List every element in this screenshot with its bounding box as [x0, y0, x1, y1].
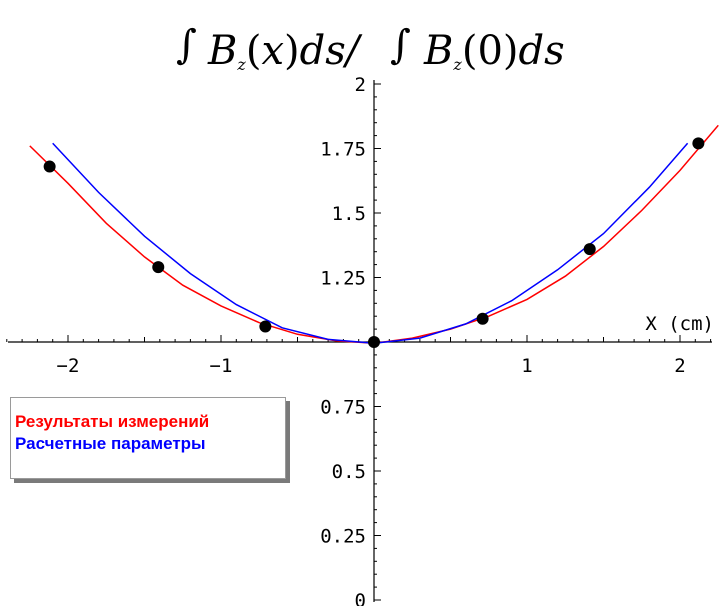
data-point: [692, 137, 705, 150]
legend-item-measured: Результаты измерений: [15, 412, 210, 431]
data-point: [368, 336, 380, 348]
series-line-2: [52, 142, 689, 345]
chart-title: ∫ Bz(x)ds/ ∫ Bz(0)ds: [176, 22, 565, 74]
y-tick-label: 0.5: [332, 461, 366, 483]
y-tick-label: 1.75: [320, 139, 366, 161]
y-tick-label: 0.75: [320, 397, 366, 419]
y-tick-label: 2: [355, 74, 366, 96]
data-point: [152, 261, 165, 274]
data-point: [259, 320, 272, 333]
title-b-2: Bz(0)ds: [423, 28, 565, 74]
axes: −2 −1 1 2 0.25 0.5 0.75 1.25 1.5 1.75 2 0 X (cm): [6, 74, 714, 606]
y-tick-label: 0.25: [320, 526, 366, 548]
x-tick-label: −2: [57, 355, 80, 377]
y-tick-label: 1.5: [332, 203, 366, 225]
series-points: [43, 137, 705, 348]
x-tick-label: −1: [210, 355, 233, 377]
x-axis-label: X (cm): [645, 313, 714, 335]
legend: Результаты измерений Расчетные параметры: [10, 397, 286, 479]
y-tick-label-zero: 0: [355, 590, 366, 606]
title-integral-1: ∫: [176, 22, 197, 68]
x-tick-label: 2: [674, 355, 685, 377]
title-integral-2: ∫: [390, 22, 411, 68]
legend-item-calculated: Расчетные параметры: [15, 434, 206, 453]
y-tick-label: 1.25: [320, 268, 366, 290]
data-point: [583, 243, 596, 256]
x-tick-label: 1: [521, 355, 532, 377]
data-point: [43, 160, 56, 173]
data-point: [476, 312, 489, 325]
title-b-1: Bz(x)ds/: [207, 28, 363, 74]
